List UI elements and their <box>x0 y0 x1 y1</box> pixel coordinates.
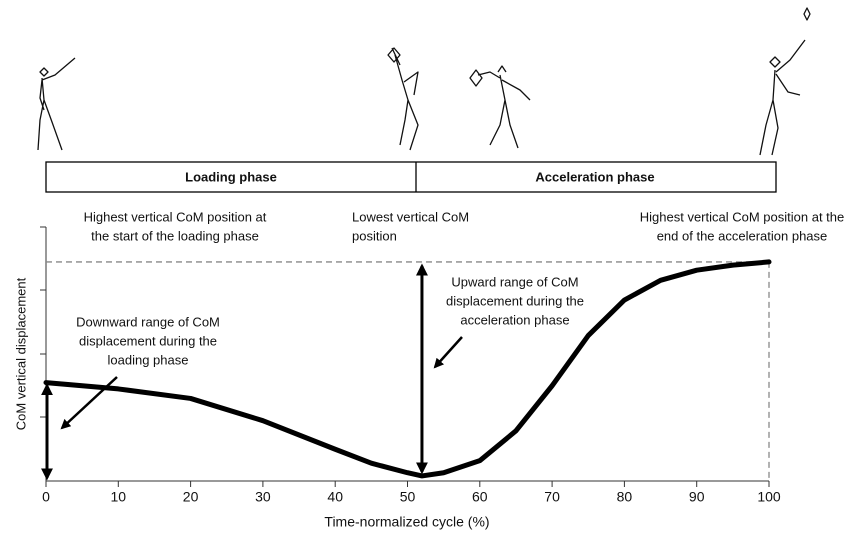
annotation: Lowest vertical CoM <box>352 209 469 224</box>
x-tick-label: 50 <box>400 489 416 505</box>
phase-label: Acceleration phase <box>535 169 654 184</box>
annotation: displacement during the <box>446 293 584 308</box>
x-tick-label: 40 <box>327 489 343 505</box>
stick-figure <box>38 8 810 155</box>
x-axis-label: Time-normalized cycle (%) <box>324 514 489 530</box>
data-line <box>46 262 769 476</box>
y-axis-label: CoM vertical displacement <box>13 277 28 430</box>
x-tick-label: 80 <box>617 489 633 505</box>
x-tick-label: 20 <box>183 489 199 505</box>
x-tick-label: 90 <box>689 489 705 505</box>
x-tick-label: 100 <box>757 489 781 505</box>
annotation: loading phase <box>108 352 189 367</box>
annotation: displacement during the <box>79 333 217 348</box>
annotation: the start of the loading phase <box>91 228 259 243</box>
chart: Loading phase Acceleration phase CoM ver… <box>0 0 857 538</box>
annotation: Highest vertical CoM position at <box>84 209 267 224</box>
x-tick-label: 60 <box>472 489 488 505</box>
annotation: acceleration phase <box>460 312 569 327</box>
annotation: position <box>352 228 397 243</box>
annotation: Downward range of CoM <box>76 314 220 329</box>
x-tick-label: 30 <box>255 489 271 505</box>
x-tick-label: 10 <box>111 489 127 505</box>
pointer-arrow <box>435 337 462 367</box>
x-tick-label: 70 <box>544 489 560 505</box>
phase-label: Loading phase <box>185 169 277 184</box>
phase-bar <box>46 162 776 192</box>
annotation: end of the acceleration phase <box>657 228 828 243</box>
x-tick-label: 0 <box>42 489 50 505</box>
annotation: Upward range of CoM <box>451 274 578 289</box>
annotation: Highest vertical CoM position at the <box>640 209 844 224</box>
y-tick-marks <box>40 227 46 417</box>
